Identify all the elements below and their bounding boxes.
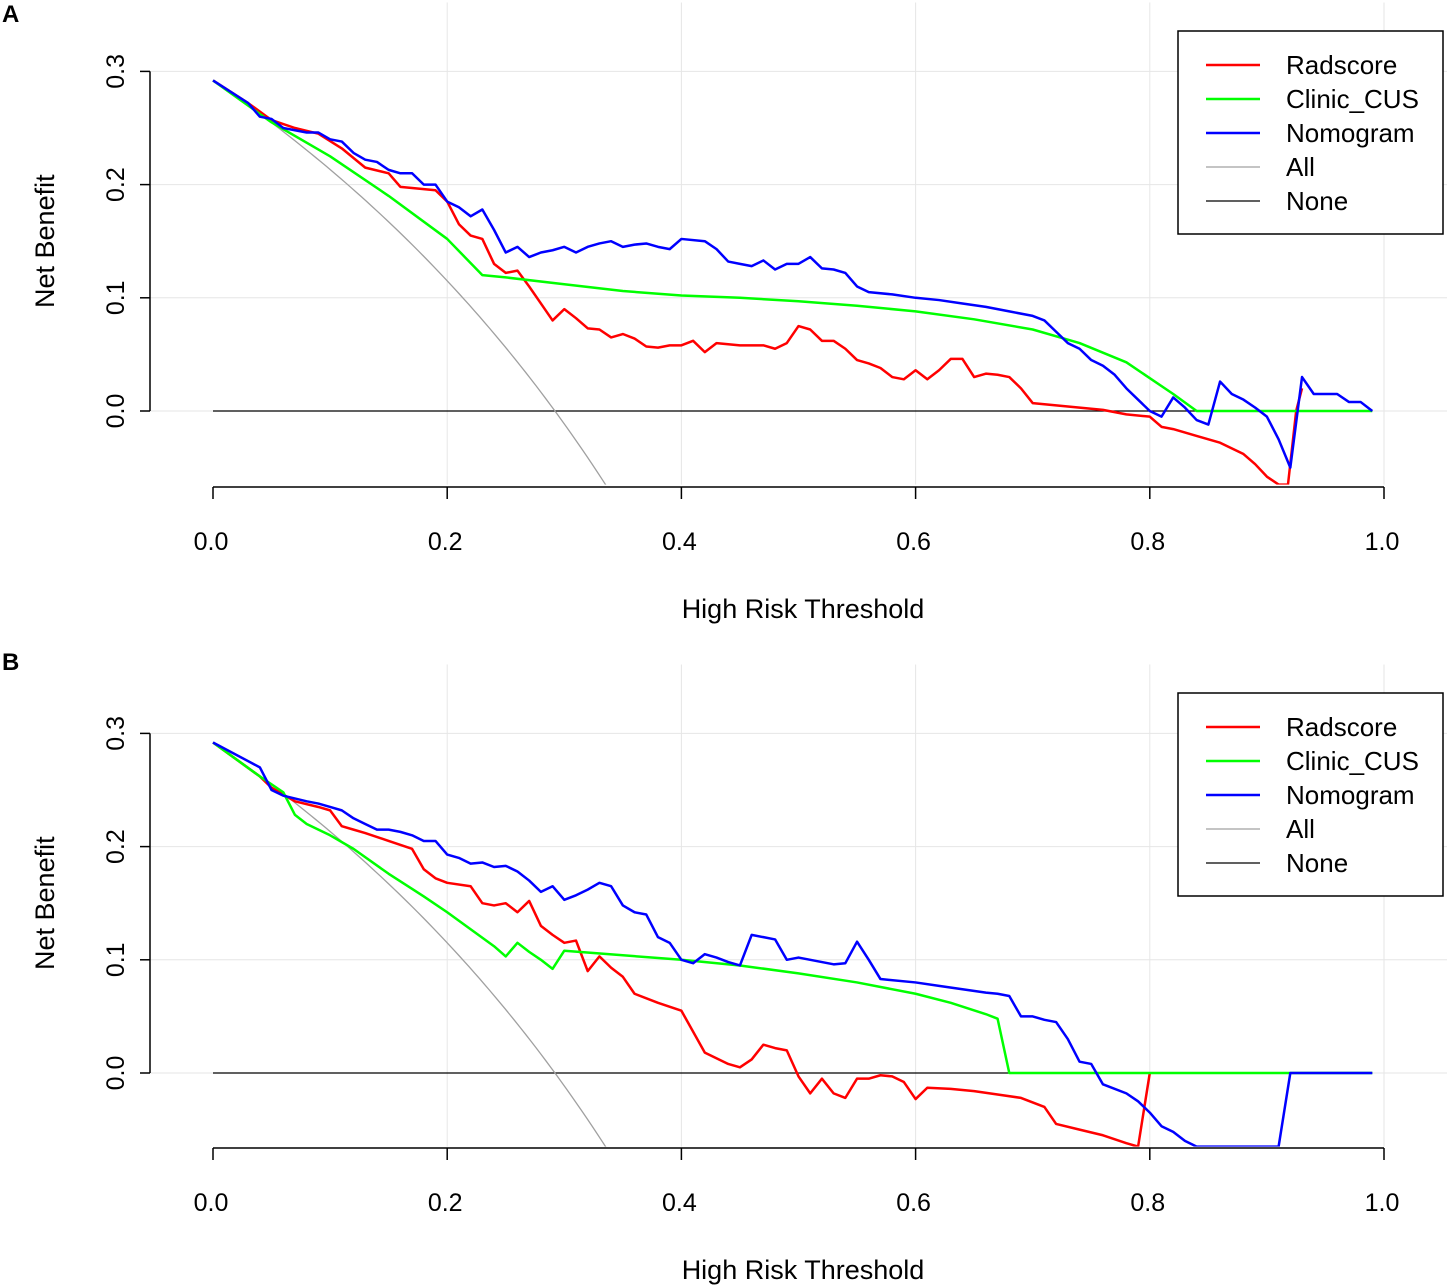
- x-tick-label: 0.2: [428, 1189, 463, 1217]
- legend-label: Clinic_CUS: [1286, 746, 1419, 776]
- legend-label: Nomogram: [1286, 780, 1415, 810]
- legend-label: All: [1286, 814, 1315, 844]
- x-tick-label: 0.4: [662, 1189, 697, 1217]
- panel-b: B 0.0 0.1 0.2 0.3 Net Benefit 0.0 0.2 0.4 0.6 0.8 1…: [2, 649, 1447, 1285]
- legend-label: Radscore: [1286, 712, 1397, 742]
- x-tick-label: 0.2: [428, 528, 463, 556]
- legend-label: Nomogram: [1286, 118, 1415, 148]
- y-tick-label: 0.3: [102, 716, 130, 751]
- series-radscore-line: [212, 79, 1304, 485]
- x-axis-title: High Risk Threshold: [682, 594, 925, 624]
- y-tick-label: 0.1: [102, 942, 130, 977]
- legend-label: None: [1286, 848, 1348, 878]
- x-axis: 0.0 0.2 0.4 0.6 0.8 1.0 High Risk Threshold: [194, 486, 1400, 624]
- panel-label: B: [2, 649, 19, 676]
- series-clinic-cus-line: [212, 79, 1373, 413]
- legend-label: Clinic_CUS: [1286, 84, 1419, 114]
- x-axis: 0.0 0.2 0.4 0.6 0.8 1.0 High Risk Threshold: [194, 1147, 1400, 1285]
- y-axis-title: Net Benefit: [30, 174, 60, 308]
- y-tick-label: 0.0: [102, 394, 130, 429]
- y-tick-label: 0.2: [102, 167, 130, 202]
- panel-a: A 0.0 0.1 0.2 0.3 Net Benefit 0.0 0.2 0.4 0.6 0.8 1…: [2, 1, 1447, 624]
- series-all-line: [212, 741, 607, 1147]
- series-nomogram-line: [212, 79, 1374, 469]
- y-axis-title: Net Benefit: [30, 836, 60, 970]
- x-axis-title: High Risk Threshold: [682, 1255, 925, 1285]
- y-axis: 0.0 0.1 0.2 0.3 Net Benefit: [30, 716, 151, 1091]
- x-tick-label: 1.0: [1365, 1189, 1400, 1217]
- x-tick-label: 1.0: [1365, 528, 1400, 556]
- plot-area: [212, 741, 1373, 1147]
- legend-label: All: [1286, 152, 1315, 182]
- x-tick-label: 0.8: [1130, 1189, 1165, 1217]
- x-tick-label: 0.8: [1130, 528, 1165, 556]
- legend: Radscore Clinic_CUS Nomogram All None: [1177, 30, 1444, 235]
- series-clinic-cus-line: [212, 741, 1373, 1075]
- y-axis: 0.0 0.1 0.2 0.3 Net Benefit: [30, 54, 151, 429]
- x-tick-label: 0.0: [194, 1189, 229, 1217]
- y-tick-label: 0.3: [102, 54, 130, 89]
- series-all-line: [212, 79, 607, 485]
- x-tick-label: 0.0: [194, 528, 229, 556]
- legend-label: Radscore: [1286, 50, 1397, 80]
- series-radscore-line: [212, 741, 1152, 1147]
- legend: Radscore Clinic_CUS Nomogram All None: [1177, 692, 1444, 897]
- y-tick-label: 0.2: [102, 829, 130, 864]
- plot-area: [212, 79, 1374, 485]
- x-tick-label: 0.6: [896, 528, 931, 556]
- legend-label: None: [1286, 186, 1348, 216]
- series-nomogram-line: [212, 741, 1373, 1147]
- y-tick-label: 0.1: [102, 280, 130, 315]
- x-tick-label: 0.4: [662, 528, 697, 556]
- y-tick-label: 0.0: [102, 1056, 130, 1091]
- panel-label: A: [2, 1, 19, 28]
- x-tick-label: 0.6: [896, 1189, 931, 1217]
